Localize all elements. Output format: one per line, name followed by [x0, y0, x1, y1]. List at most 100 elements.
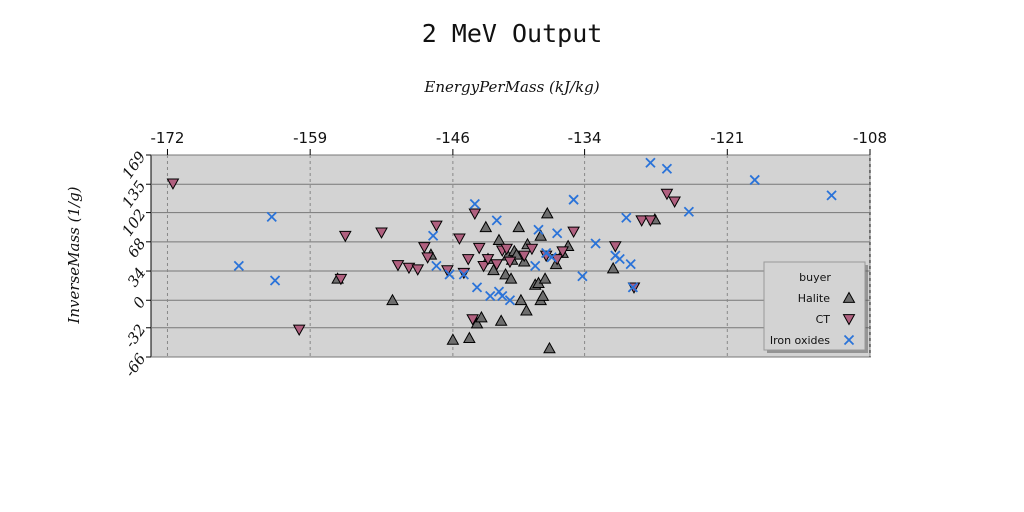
- point-ct: [490, 259, 504, 271]
- legend-label-ct: CT: [816, 313, 831, 326]
- point-iron-oxides: [683, 206, 695, 217]
- y-tick-label: -66: [121, 350, 150, 380]
- point-ct: [477, 260, 490, 273]
- legend-label-iron-oxides: Iron oxides: [770, 334, 830, 347]
- y-tick-label: 0: [129, 293, 149, 312]
- point-halite: [543, 341, 556, 354]
- chart-title: 2 MeV Output: [422, 19, 603, 48]
- x-tick-label: -134: [568, 129, 602, 147]
- x-tick-label: -121: [710, 129, 744, 147]
- x-tick-label: -172: [150, 129, 184, 147]
- point-halite: [479, 220, 493, 233]
- point-iron-oxides: [458, 269, 469, 280]
- y-tick-label: 34: [124, 264, 150, 290]
- point-ct: [453, 233, 466, 245]
- point-iron-oxides: [233, 260, 244, 272]
- point-iron-oxides: [427, 230, 439, 241]
- point-halite: [475, 310, 488, 323]
- point-ct: [556, 246, 569, 258]
- point-halite: [520, 304, 533, 316]
- point-halite: [538, 272, 552, 284]
- x-tick-label: -108: [853, 129, 887, 147]
- point-halite: [499, 267, 512, 280]
- point-iron-oxides: [661, 163, 673, 174]
- point-halite: [386, 293, 399, 306]
- point-iron-oxides: [533, 224, 544, 235]
- point-iron-oxides: [552, 228, 563, 239]
- point-ct: [517, 250, 531, 263]
- point-iron-oxides: [749, 174, 760, 186]
- legend-marker-iron-oxides: [843, 334, 855, 346]
- point-ct: [375, 227, 388, 239]
- point-halite: [470, 316, 484, 329]
- point-iron-oxides: [530, 260, 541, 272]
- point-ct: [166, 178, 180, 190]
- point-iron-oxides: [621, 212, 632, 223]
- x-axis-label: EnergyPerMass (kJ/kg): [423, 78, 599, 96]
- legend-marker-ct: [842, 314, 856, 326]
- point-iron-oxides: [504, 295, 516, 306]
- point-ct: [430, 220, 443, 233]
- legend-title: buyer: [799, 271, 831, 284]
- point-halite: [549, 257, 563, 270]
- point-halite: [536, 289, 550, 301]
- point-ct: [635, 215, 649, 227]
- point-iron-oxides: [485, 290, 496, 302]
- legend: buyer Halite CT Iron oxides: [763, 261, 868, 353]
- point-ct: [466, 314, 479, 326]
- point-ct: [668, 196, 681, 208]
- point-ct: [334, 273, 348, 286]
- point-ct: [417, 242, 431, 254]
- point-iron-oxides: [577, 271, 588, 282]
- point-iron-oxides: [491, 215, 502, 226]
- point-ct: [338, 230, 352, 243]
- point-ct: [644, 215, 657, 227]
- y-axis-label: InverseMass (1/g): [65, 186, 83, 324]
- point-iron-oxides: [497, 290, 508, 302]
- point-ct: [461, 254, 475, 266]
- point-halite: [540, 206, 554, 219]
- point-iron-oxides: [266, 211, 277, 223]
- point-halite: [606, 261, 620, 274]
- point-iron-oxides: [625, 259, 636, 270]
- point-iron-oxides: [590, 238, 601, 249]
- point-ct: [525, 243, 539, 256]
- point-ct: [660, 188, 674, 201]
- point-halite: [446, 333, 460, 345]
- legend-label-halite: Halite: [798, 292, 830, 305]
- point-halite: [492, 233, 506, 245]
- point-halite: [534, 229, 548, 241]
- point-iron-oxides: [614, 253, 625, 265]
- point-ct: [292, 324, 306, 337]
- x-tick-label: -159: [293, 129, 327, 147]
- point-halite: [462, 331, 476, 343]
- point-ct: [503, 256, 517, 269]
- point-halite: [504, 272, 518, 284]
- point-halite: [510, 248, 523, 260]
- point-ct: [402, 262, 416, 275]
- x-axis: -172 -159 -146 -134 -121 -108: [150, 129, 887, 155]
- point-ct: [567, 226, 580, 239]
- point-iron-oxides: [627, 282, 639, 293]
- y-tick-label: 68: [124, 235, 150, 261]
- point-iron-oxides: [469, 198, 480, 210]
- point-iron-oxides: [826, 190, 837, 201]
- y-tick-label: 169: [118, 148, 149, 182]
- point-ct: [500, 243, 514, 256]
- point-ct: [411, 264, 425, 276]
- point-ct: [421, 252, 434, 264]
- point-ct: [608, 241, 622, 253]
- point-halite: [514, 293, 528, 306]
- point-ct: [468, 208, 482, 220]
- point-iron-oxides: [645, 157, 656, 168]
- point-iron-oxides: [546, 252, 557, 263]
- point-iron-oxides: [471, 282, 483, 293]
- legend-box: [763, 261, 866, 351]
- data-points: [166, 157, 837, 354]
- y-tick-label: -32: [121, 321, 150, 351]
- point-ct: [472, 242, 486, 255]
- point-iron-oxides: [444, 269, 455, 280]
- point-iron-oxides: [431, 260, 442, 272]
- x-tick-label: -146: [436, 129, 470, 147]
